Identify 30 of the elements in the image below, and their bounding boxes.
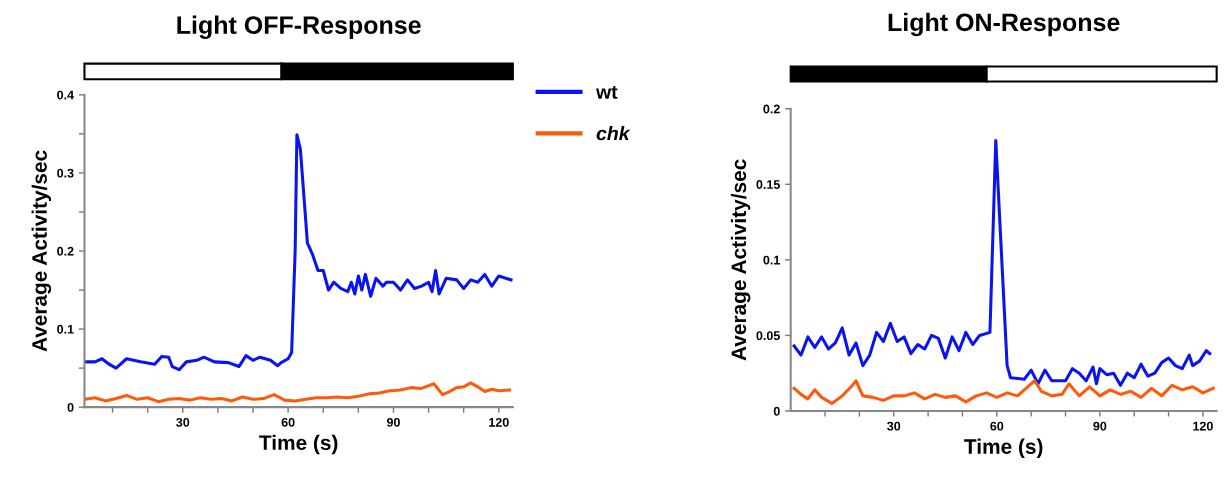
x-tick-label: 30 [176, 417, 190, 427]
line-series [792, 379, 1215, 405]
y-tick-label: 0 [67, 402, 74, 412]
y-tick-label: 0.2 [763, 104, 780, 114]
x-tick-label: 90 [1093, 421, 1107, 431]
x-axis-title: Time (s) [259, 434, 338, 455]
x-tick-label: 60 [990, 421, 1004, 431]
y-tick-label: 0.05 [756, 331, 780, 341]
x-tick-label: 90 [386, 417, 400, 427]
y-tick-label: 0.3 [57, 168, 74, 178]
y-tick-label: 0.1 [57, 324, 74, 334]
x-tick-label: 120 [1193, 421, 1213, 431]
legend-label: chk [596, 126, 631, 141]
x-axis-title: Time (s) [964, 438, 1043, 459]
y-tick-label: 0 [773, 406, 780, 416]
chart-title: Light OFF-Response [177, 15, 421, 40]
y-tick-label: 0.4 [57, 90, 74, 100]
y-tick-label: 0.1 [763, 255, 780, 265]
chart-title: Light ON-Response [888, 12, 1120, 37]
y-axis-title: Average Activity/sec [730, 159, 751, 361]
y-tick-label: 0.2 [57, 246, 74, 256]
y-axis-title: Average Activity/sec [31, 150, 52, 352]
x-tick-label: 60 [281, 417, 295, 427]
line-series [84, 133, 513, 372]
x-tick-label: 120 [489, 417, 509, 427]
line-series [84, 381, 511, 404]
legend-label: wt [595, 85, 618, 99]
x-tick-label: 30 [887, 421, 901, 431]
y-tick-label: 0.15 [756, 180, 780, 189]
line-series [792, 138, 1212, 387]
